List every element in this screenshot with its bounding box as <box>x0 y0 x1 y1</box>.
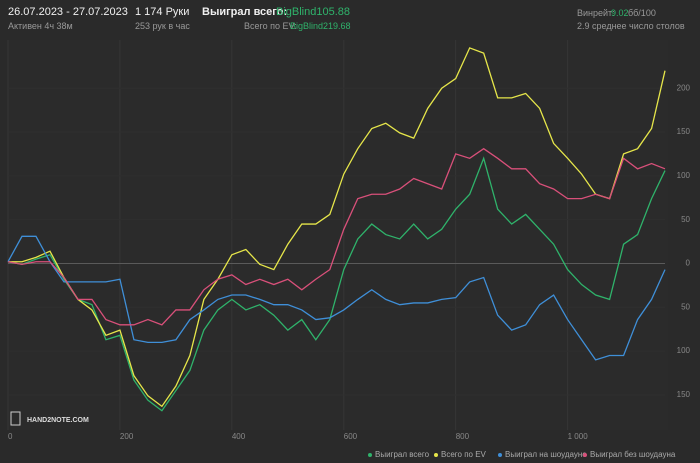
y-tick-label: 150 <box>677 390 691 399</box>
legend-dot <box>368 453 372 457</box>
legend-dot <box>498 453 502 457</box>
avg-tables: 2.9 среднее число столов <box>577 21 685 31</box>
x-tick-label: 800 <box>456 432 470 441</box>
ev-value: BigBlind219.68 <box>290 21 351 31</box>
y-tick-label: 0 <box>686 259 691 268</box>
series-line <box>7 156 666 412</box>
won-label: Выиграл всего: <box>202 6 288 18</box>
y-tick-label: 100 <box>677 346 691 355</box>
legend-label: Всего по EV <box>441 450 487 459</box>
y-tick-label: 50 <box>681 215 690 224</box>
x-tick-label: 0 <box>8 432 13 441</box>
x-tick-label: 200 <box>120 432 134 441</box>
ev-label: Всего по EV: <box>244 21 297 31</box>
winrate-label: Винрейт: <box>577 8 615 18</box>
x-tick-label: 400 <box>232 432 246 441</box>
winrate-unit: бб/100 <box>628 8 656 18</box>
logo-icon <box>10 411 21 426</box>
y-tick-label: 50 <box>681 302 690 311</box>
series-line <box>8 47 666 408</box>
date-range: 26.07.2023 - 27.07.2023 <box>8 6 128 18</box>
plot-bg <box>8 40 668 430</box>
series-line <box>7 147 666 326</box>
winrate-value: 9.02 <box>611 8 629 18</box>
series-line <box>7 235 666 361</box>
legend-label: Выиграл на шоудауне <box>505 450 587 459</box>
legend-label: Выиграл без шоудауна <box>590 450 676 459</box>
legend-label: Выиграл всего <box>375 450 430 459</box>
y-tick-label: 100 <box>677 171 691 180</box>
hands: 1 174 Руки <box>135 6 190 18</box>
legend-dot <box>583 453 587 457</box>
y-tick-label: 150 <box>677 127 691 136</box>
x-tick-label: 600 <box>344 432 358 441</box>
active-time: Активен 4ч 38м <box>8 21 73 31</box>
legend-dot <box>434 453 438 457</box>
hands-per-hour: 253 рук в час <box>135 21 190 31</box>
won-value: BigBlind105.88 <box>276 6 351 18</box>
watermark: HAND2NOTE.COM <box>27 417 89 424</box>
y-tick-label: 200 <box>677 83 691 92</box>
x-tick-label: 1 000 <box>568 432 589 441</box>
